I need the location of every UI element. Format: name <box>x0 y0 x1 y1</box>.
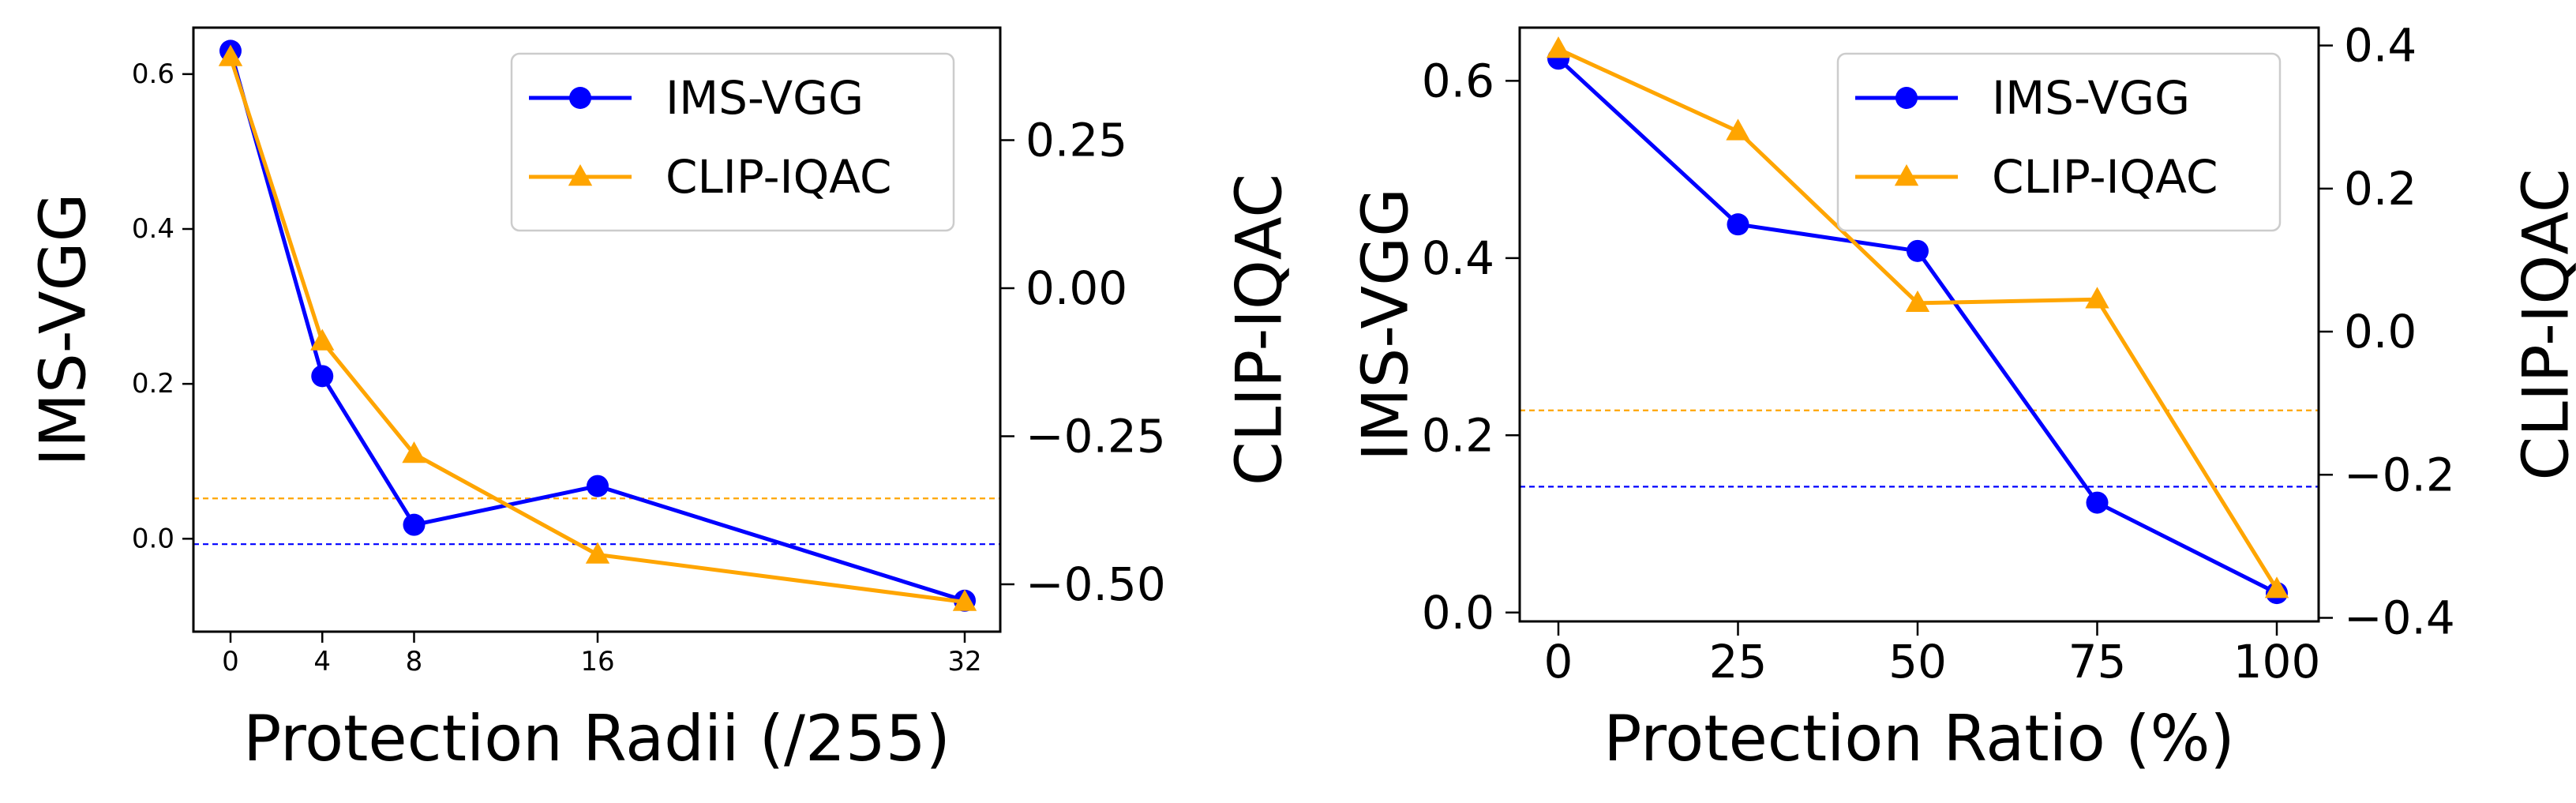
ytick-right-label: 0.4 <box>2344 19 2417 73</box>
ytick-right-label: −0.4 <box>2344 591 2455 644</box>
point-clip-iqac-50 <box>1905 290 1930 313</box>
point-ims-vgg-25 <box>1727 213 1749 236</box>
xtick-label: 4 <box>313 646 331 677</box>
point-ims-vgg-8 <box>403 513 426 536</box>
xtick-label: 16 <box>580 646 614 677</box>
point-clip-iqac-16 <box>585 542 610 564</box>
ytick-right-label: −0.25 <box>1026 410 1166 463</box>
ytick-right-label: 0.25 <box>1026 114 1127 167</box>
ytick-left-label: 0.4 <box>1422 231 1494 285</box>
point-ims-vgg-16 <box>587 475 609 497</box>
point-clip-iqac-100 <box>2264 576 2289 598</box>
ytick-left-label: 0.2 <box>1422 408 1494 462</box>
legend: IMS-VGG CLIP-IQAC <box>1836 52 2282 232</box>
ytick-left-label: 0.0 <box>1422 586 1494 640</box>
xtick-label: 32 <box>947 646 981 677</box>
legend-marker-clip-iqac <box>568 164 593 186</box>
legend-marker-clip-iqac <box>1894 164 1919 186</box>
legend-label-clip-iqac: CLIP-IQAC <box>666 150 891 204</box>
ytick-right-label: 0.2 <box>2344 162 2417 216</box>
point-clip-iqac-75 <box>2085 287 2109 309</box>
xtick-label: 100 <box>2233 635 2321 689</box>
ytick-right-label: 0.00 <box>1026 261 1127 315</box>
point-ims-vgg-4 <box>311 365 334 388</box>
ytick-left-label: 0.2 <box>132 368 174 400</box>
ytick-right-label: 0.0 <box>2344 305 2417 358</box>
y-axis-label-left: IMS-VGG <box>27 193 100 466</box>
point-clip-iqac-0 <box>1546 36 1571 58</box>
x-axis-label: Protection Radii (/255) <box>243 702 951 775</box>
ytick-left-label: 0.0 <box>132 523 174 554</box>
point-clip-iqac-4 <box>310 328 335 351</box>
x-axis-label: Protection Ratio (%) <box>1603 702 2234 775</box>
point-clip-iqac-8 <box>402 441 426 463</box>
plot-frame <box>1518 26 2320 623</box>
ytick-right-label: −0.50 <box>1026 557 1166 611</box>
point-ims-vgg-50 <box>1907 239 1929 262</box>
legend-label-ims-vgg: IMS-VGG <box>1992 71 2190 125</box>
y-axis-label-right: CLIP-IQAC <box>2510 168 2576 480</box>
xtick-label: 75 <box>2068 635 2127 689</box>
xtick-label: 25 <box>1709 635 1768 689</box>
ytick-right-label: −0.2 <box>2344 448 2455 501</box>
legend-marker-ims-vgg <box>569 87 591 109</box>
ytick-left-label: 0.6 <box>1422 54 1494 107</box>
xtick-label: 0 <box>222 646 239 677</box>
y-axis-label-left: IMS-VGG <box>1349 188 1423 461</box>
ytick-left-label: 0.4 <box>132 213 174 245</box>
point-clip-iqac-0 <box>218 44 243 66</box>
legend-label-ims-vgg: IMS-VGG <box>666 71 864 125</box>
xtick-label: 8 <box>406 646 423 677</box>
legend: IMS-VGG CLIP-IQAC <box>510 52 955 232</box>
chart-1: 0.0 0.2 0.4 0.6 0.25 0.00 −0.25 −0.50 0 4 8 16 32 Pro… <box>27 26 1296 775</box>
xtick-label: 0 <box>1544 635 1573 689</box>
legend-marker-ims-vgg <box>1895 87 1918 109</box>
point-clip-iqac-25 <box>1726 118 1750 141</box>
xtick-label: 50 <box>1888 635 1947 689</box>
ytick-left-label: 0.6 <box>132 58 174 90</box>
legend-label-clip-iqac: CLIP-IQAC <box>1992 150 2218 204</box>
chart-2: 0.0 0.2 0.4 0.6 0.4 0.2 0.0 −0.2 −0.4 0 25 50 75 100 P… <box>1349 19 2576 775</box>
point-ims-vgg-75 <box>2086 491 2109 514</box>
point-clip-iqac-32 <box>952 589 977 611</box>
y-axis-label-right: CLIP-IQAC <box>1223 174 1296 486</box>
